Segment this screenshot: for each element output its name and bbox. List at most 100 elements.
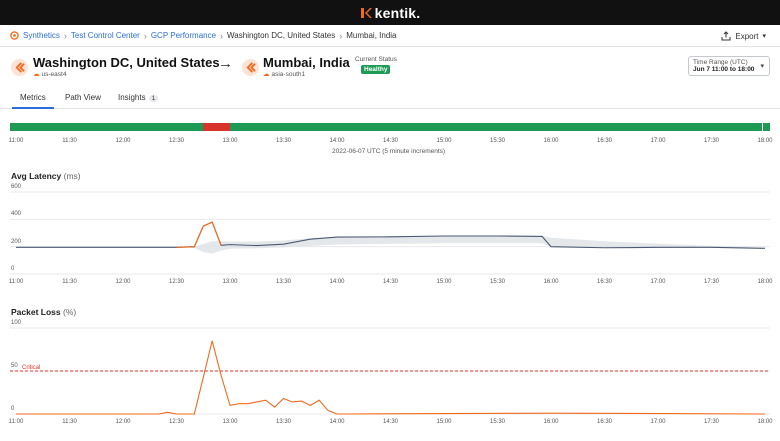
x-tick-label: 18:00: [757, 419, 773, 425]
x-tick-label: 15:00: [436, 419, 452, 425]
critical-threshold-label: Critical: [22, 365, 40, 371]
timeline-tick-label: 16:00: [543, 138, 559, 144]
expected-range-band: [16, 235, 765, 254]
timeline-tick-label: 13:30: [275, 138, 292, 144]
x-tick-label: 17:30: [703, 419, 720, 425]
critical-segment: [203, 123, 230, 131]
x-tick-label: 11:30: [62, 419, 77, 425]
export-button[interactable]: Export ▾: [721, 31, 766, 41]
x-tick-label: 13:00: [222, 279, 238, 285]
x-tick-label: 16:00: [543, 419, 559, 425]
x-tick-label: 12:00: [115, 419, 131, 425]
export-icon: [721, 31, 731, 41]
timeline-tick-label: 14:00: [329, 138, 345, 144]
target-name: Mumbai, India: [263, 55, 350, 70]
kentik-logo[interactable]: kentik.: [360, 5, 421, 21]
x-tick-label: 13:00: [222, 419, 238, 425]
breadcrumb-separator-icon: ›: [339, 30, 343, 41]
arrow-right-icon: →: [218, 55, 233, 72]
x-tick-label: 15:00: [436, 279, 452, 285]
target-site-label: asia-south1: [271, 70, 306, 78]
breadcrumb-test-control-center[interactable]: Test Control Center: [70, 31, 140, 40]
insights-count-badge: 1: [148, 95, 159, 102]
chevron-down-icon: ▾: [762, 33, 766, 40]
breadcrumb-current-source: Washington DC, United States: [227, 31, 336, 40]
x-tick-label: 14:00: [329, 279, 345, 285]
anomaly-segment: [176, 221, 222, 248]
breadcrumb-separator-icon: ›: [220, 30, 224, 41]
x-tick-label: 14:30: [382, 419, 399, 425]
target-agent-icon: [242, 59, 259, 76]
time-range-select[interactable]: Time Range (UTC) Jun 7 11:00 to 18:00 ▾: [688, 56, 770, 76]
timeline-tick-label: 17:00: [650, 138, 666, 144]
breadcrumb-current-target: Mumbai, India: [346, 31, 397, 40]
x-tick-label: 16:30: [596, 419, 613, 425]
tab-metrics[interactable]: Metrics: [12, 93, 54, 109]
top-bar: kentik.: [0, 0, 780, 25]
cloud-icon: ☁: [33, 71, 40, 78]
tab-path-view[interactable]: Path View: [65, 93, 101, 102]
timeline-end-marker: [762, 123, 763, 131]
x-tick-label: 12:30: [168, 279, 185, 285]
timeline-tick-label: 14:30: [382, 138, 399, 144]
x-tick-label: 14:30: [382, 279, 399, 285]
packet-loss-chart[interactable]: Critical: [0, 320, 780, 420]
tab-metrics-label: Metrics: [20, 93, 46, 102]
source-site-label: us-east4: [41, 70, 67, 78]
packet-loss-unit: (%): [63, 307, 77, 317]
breadcrumb-gcp-performance[interactable]: GCP Performance: [150, 31, 217, 40]
timeline-tick-label: 11:00: [8, 138, 24, 144]
breadcrumb-separator-icon: ›: [143, 30, 147, 41]
timeline-tick-label: 16:30: [596, 138, 613, 144]
y-tick-label: 0: [11, 266, 15, 272]
y-tick-label: 600: [11, 184, 22, 190]
time-range-label: Time Range (UTC): [693, 59, 748, 66]
timeline-tick-label: 12:00: [115, 138, 131, 144]
tab-path-view-label: Path View: [65, 93, 101, 102]
breadcrumb: Synthetics › Test Control Center › GCP P…: [0, 25, 780, 47]
series-line: [16, 340, 766, 415]
y-tick-label: 100: [11, 320, 22, 326]
latency-chart[interactable]: [0, 180, 780, 280]
tab-insights[interactable]: Insights 1: [118, 93, 159, 102]
timeline-tick-label: 15:30: [489, 138, 506, 144]
status-badge: Healthy: [361, 65, 391, 74]
x-tick-label: 17:30: [703, 279, 720, 285]
timeline-tick-label: 12:30: [168, 138, 185, 144]
breadcrumb-synthetics[interactable]: Synthetics: [23, 31, 60, 40]
timeline-caption: 2022-06-07 UTC (5 minute increments): [332, 148, 446, 155]
x-tick-label: 13:30: [275, 419, 292, 425]
x-tick-label: 16:30: [596, 279, 613, 285]
x-tick-label: 15:30: [489, 279, 506, 285]
tab-bar: Metrics Path View Insights 1: [0, 88, 780, 109]
latency-chart-title: Avg Latency (ms): [11, 171, 81, 181]
kentik-logo-icon: [360, 7, 372, 18]
time-range-value: Jun 7 11:00 to 18:00: [693, 66, 755, 73]
x-tick-label: 12:00: [115, 279, 131, 285]
timeline-tick-label: 15:00: [436, 138, 452, 144]
tab-insights-label: Insights: [118, 93, 146, 102]
y-tick-label: 0: [11, 406, 15, 412]
packet-loss-chart-title: Packet Loss (%): [11, 307, 76, 317]
x-tick-label: 17:00: [650, 279, 666, 285]
timeline-tick-label: 18:00: [757, 138, 773, 144]
timeline-tick-label: 11:30: [62, 138, 77, 144]
current-status-label: Current Status: [355, 56, 397, 63]
x-tick-label: 16:00: [543, 279, 559, 285]
y-tick-label: 50: [11, 363, 18, 369]
x-tick-label: 15:30: [489, 419, 506, 425]
latency-unit: (ms): [63, 171, 81, 181]
y-tick-label: 200: [11, 238, 22, 245]
caret-down-icon: ▾: [760, 63, 764, 70]
x-tick-label: 11:00: [8, 419, 24, 425]
y-tick-label: 400: [11, 211, 22, 218]
target-site: ☁ asia-south1: [263, 70, 306, 79]
x-tick-label: 11:30: [62, 279, 77, 285]
brand-name: kentik.: [374, 4, 421, 21]
breadcrumb-separator-icon: ›: [63, 30, 67, 41]
timeline-tick-label: 17:30: [703, 138, 720, 144]
x-tick-label: 14:00: [329, 419, 345, 425]
timeline-tick-label: 13:00: [222, 138, 238, 144]
synthetics-icon: [10, 31, 19, 40]
health-timeline[interactable]: [0, 118, 780, 138]
